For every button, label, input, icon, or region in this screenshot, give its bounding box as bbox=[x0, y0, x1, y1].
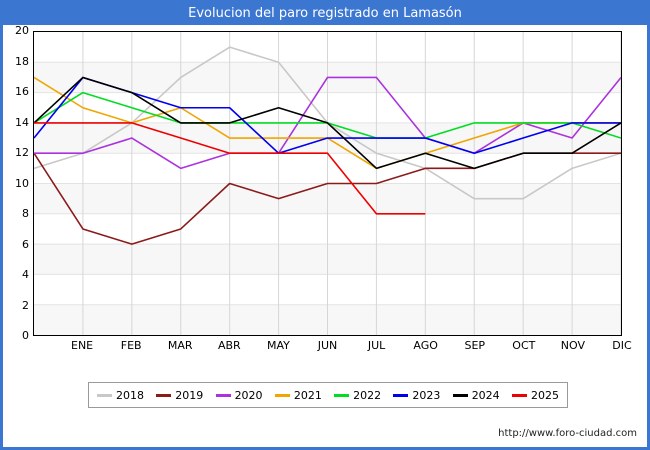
legend-label: 2023 bbox=[412, 388, 441, 402]
plot-area bbox=[33, 31, 622, 336]
series-line-2024 bbox=[34, 76, 621, 170]
x-tick-label: JUL bbox=[367, 339, 386, 352]
y-tick-label: 14 bbox=[15, 115, 29, 129]
legend-item-2021[interactable]: 2021 bbox=[274, 388, 322, 402]
legend-label: 2025 bbox=[530, 388, 559, 402]
legend-swatch-icon bbox=[452, 393, 468, 397]
x-tick-label: MAY bbox=[266, 339, 290, 352]
series-line-2025 bbox=[34, 122, 426, 215]
legend-swatch-icon bbox=[97, 393, 112, 397]
x-tick-label: FEB bbox=[120, 339, 142, 352]
y-tick-label: 0 bbox=[22, 329, 29, 342]
y-tick-label: 18 bbox=[15, 54, 29, 68]
legend-label: 2020 bbox=[234, 388, 263, 402]
y-tick-label: 10 bbox=[15, 176, 29, 190]
x-tick-label: DIC bbox=[612, 339, 632, 352]
x-tick-label: SEP bbox=[464, 339, 486, 352]
legend-label: 2024 bbox=[471, 388, 500, 402]
y-tick-label: 4 bbox=[22, 268, 29, 281]
legend-swatch-icon bbox=[215, 393, 231, 397]
x-tick-label: ENE bbox=[71, 339, 94, 352]
legend-swatch-icon bbox=[274, 393, 290, 397]
legend-swatch-icon bbox=[393, 393, 409, 397]
x-tick-label: ABR bbox=[217, 339, 241, 352]
legend-label: 2018 bbox=[116, 388, 144, 402]
legend-item-2019[interactable]: 2019 bbox=[156, 389, 203, 402]
chart-canvas bbox=[34, 32, 621, 335]
legend-label: 2019 bbox=[175, 388, 204, 402]
window-title: Evolucion del paro registrado en Lamasón bbox=[3, 3, 647, 25]
legend-item-2023[interactable]: 2023 bbox=[393, 389, 440, 402]
legend-label: 2021 bbox=[293, 388, 322, 402]
y-tick-label: 8 bbox=[22, 207, 29, 220]
source-url: http://www.foro-ciudad.com bbox=[498, 428, 637, 439]
chart-legend: 2018 2019 2020 2021 2022 2023 2024 2025 bbox=[88, 382, 568, 408]
legend-item-2018[interactable]: 2018 bbox=[97, 389, 144, 402]
legend-item-2020[interactable]: 2020 bbox=[215, 388, 263, 402]
legend-label: 2022 bbox=[353, 388, 382, 402]
y-axis-labels: 20 18 16 14 12 10 8 6 4 2 0 bbox=[3, 24, 31, 342]
y-tick-label: 2 bbox=[22, 298, 29, 312]
legend-swatch-icon bbox=[156, 393, 172, 397]
y-tick-label: 16 bbox=[15, 85, 29, 98]
legend-swatch-icon bbox=[511, 393, 527, 397]
y-tick-label: 6 bbox=[22, 237, 29, 251]
y-tick-label: 20 bbox=[15, 24, 29, 37]
x-tick-label: MAR bbox=[167, 339, 193, 352]
legend-item-2024[interactable]: 2024 bbox=[452, 388, 500, 402]
x-tick-label: AGO bbox=[413, 339, 438, 352]
legend-item-2025[interactable]: 2025 bbox=[511, 388, 559, 402]
legend-item-2022[interactable]: 2022 bbox=[334, 389, 381, 402]
x-tick-label: JUN bbox=[317, 339, 338, 352]
y-tick-label: 12 bbox=[15, 146, 29, 159]
x-axis-labels: ENE FEB MAR ABR MAY JUN JUL AGO SEP OCT NOV DIC bbox=[33, 339, 632, 359]
legend-swatch-icon bbox=[334, 393, 350, 397]
x-tick-label: OCT bbox=[512, 339, 536, 352]
x-tick-label: NOV bbox=[560, 339, 586, 352]
